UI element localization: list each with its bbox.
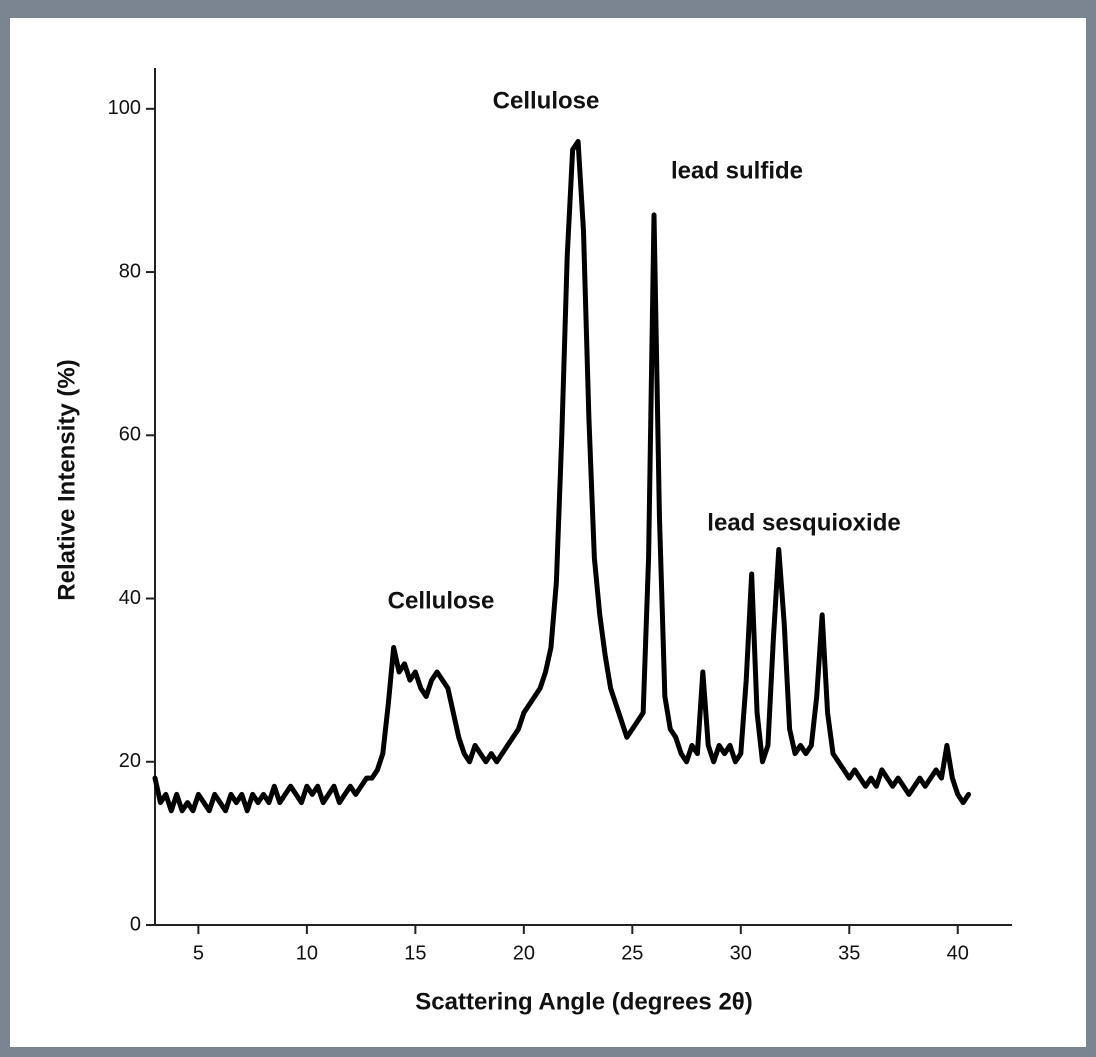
y-tick-label: 20 bbox=[119, 750, 141, 772]
y-tick-label: 40 bbox=[119, 587, 141, 609]
y-tick-label: 100 bbox=[108, 97, 141, 119]
x-tick-label: 5 bbox=[193, 942, 204, 964]
y-tick-label: 0 bbox=[130, 913, 141, 935]
x-tick-label: 35 bbox=[838, 942, 860, 964]
x-tick-label: 15 bbox=[404, 942, 426, 964]
peak-annotation: lead sulfide bbox=[671, 157, 803, 184]
y-axis-title: Relative Intensity (%) bbox=[53, 359, 80, 600]
x-axis-title: Scattering Angle (degrees 2θ) bbox=[415, 988, 753, 1015]
peak-annotation: Cellulose bbox=[388, 587, 495, 614]
plot-background bbox=[10, 18, 1086, 1047]
x-tick-label: 10 bbox=[296, 942, 318, 964]
y-tick-label: 80 bbox=[119, 260, 141, 282]
x-tick-label: 20 bbox=[513, 942, 535, 964]
peak-annotation: Cellulose bbox=[493, 87, 600, 114]
peak-annotation: lead sesquioxide bbox=[707, 509, 900, 536]
x-tick-label: 25 bbox=[621, 942, 643, 964]
x-tick-label: 40 bbox=[947, 942, 969, 964]
data-line bbox=[152, 138, 972, 814]
x-tick-label: 30 bbox=[730, 942, 752, 964]
y-tick-label: 60 bbox=[119, 424, 141, 446]
